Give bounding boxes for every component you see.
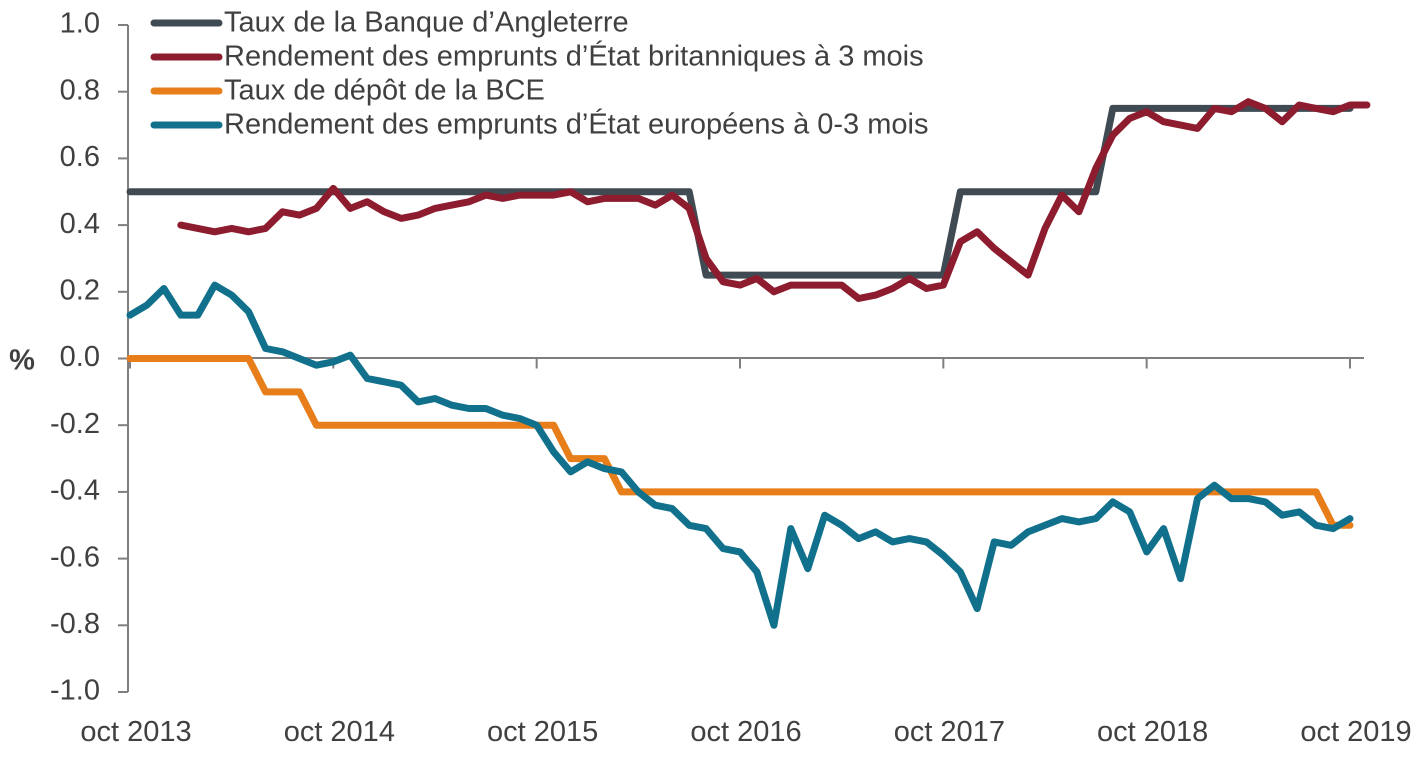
- x-tick-label: oct 2015: [487, 716, 598, 748]
- y-tick-label: 0.2: [60, 274, 100, 306]
- y-tick-label: 0.6: [60, 141, 100, 173]
- x-tick-label: oct 2017: [894, 716, 1005, 748]
- y-ticks: 1.0 0.8 0.6 0.4 0.2 0.0 -0.2 -0.4 -0.6 -0.8 -1.0: [50, 8, 128, 707]
- y-tick-label: -0.6: [50, 541, 100, 573]
- legend-label-2: Rendement des emprunts d’État britanniqu…: [224, 40, 924, 73]
- y-tick-label: 0.4: [60, 208, 100, 240]
- legend-label-4: Rendement des emprunts d’État européens …: [224, 108, 928, 141]
- y-axis-label: %: [9, 345, 35, 377]
- legend-label-3: Taux de dépôt de la BCE: [224, 75, 545, 107]
- series-line-2: [177, 98, 1371, 302]
- axes: 1.0 0.8 0.6 0.4 0.2 0.0 -0.2 -0.4 -0.6 -0.8 -1.0 o…: [50, 8, 1412, 748]
- legend: Taux de la Banque d’AngleterreRendement …: [150, 7, 928, 141]
- legend-label-1: Taux de la Banque d’Angleterre: [224, 7, 629, 39]
- y-tick-label: -0.2: [50, 408, 100, 440]
- y-tick-label: 0.0: [60, 341, 100, 373]
- x-tick-label: oct 2018: [1097, 716, 1208, 748]
- x-tick-label: oct 2019: [1300, 716, 1411, 748]
- series-line-1: [126, 104, 1354, 279]
- series-line-4: [126, 281, 1354, 629]
- x-tick-label: oct 2014: [284, 716, 395, 748]
- y-tick-label: 0.8: [60, 74, 100, 106]
- x-tick-label: oct 2013: [80, 716, 191, 748]
- y-tick-label: 1.0: [60, 8, 100, 40]
- y-tick-label: -0.4: [50, 475, 100, 507]
- x-tick-label: oct 2016: [690, 716, 801, 748]
- series-line-3: [126, 355, 1354, 529]
- x-ticks: oct 2013 oct 2014 oct 2015 oct 2016 oct 2017…: [80, 358, 1412, 748]
- series-layer: [126, 98, 1371, 629]
- y-tick-label: -0.8: [50, 608, 100, 640]
- y-tick-label: -1.0: [50, 675, 100, 707]
